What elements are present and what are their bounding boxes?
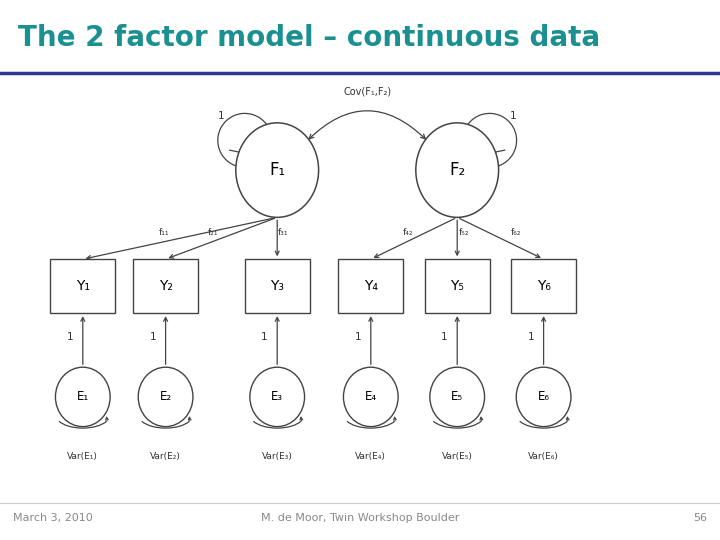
Text: f₁₁: f₁₁ [159,228,169,238]
Text: 1: 1 [261,333,268,342]
Text: Y₁: Y₁ [76,279,90,293]
Bar [338,259,403,313]
Ellipse shape [250,367,305,427]
Bar [425,259,490,313]
Text: The 2 factor model – continuous data: The 2 factor model – continuous data [18,24,600,52]
Text: E₃: E₃ [271,390,283,403]
Text: Y₂: Y₂ [158,279,173,293]
Text: E₅: E₅ [451,390,463,403]
Text: E₂: E₂ [160,390,171,403]
Text: Var(E₃): Var(E₃) [262,452,292,461]
Text: 1: 1 [441,333,448,342]
Bar [50,259,115,313]
Text: f₄₂: f₄₂ [403,228,413,238]
Text: f₅₂: f₅₂ [459,228,469,238]
Text: f₆₂: f₆₂ [511,228,521,238]
Bar [133,259,198,313]
Ellipse shape [138,367,193,427]
Ellipse shape [235,123,318,217]
Text: f₂₁: f₂₁ [207,228,218,238]
Bar [0,0,720,73]
Text: Var(E₄): Var(E₄) [356,452,386,461]
Text: 1: 1 [527,333,534,342]
Text: Var(E₆): Var(E₆) [528,452,559,461]
Ellipse shape [343,367,398,427]
FancyArrowPatch shape [309,111,426,139]
Text: Y₅: Y₅ [450,279,464,293]
Text: E₆: E₆ [538,390,549,403]
Text: M. de Moor, Twin Workshop Boulder: M. de Moor, Twin Workshop Boulder [261,514,459,523]
Text: f₃₁: f₃₁ [278,228,288,238]
Text: 1: 1 [217,111,225,121]
Ellipse shape [416,123,498,217]
Bar [511,259,576,313]
Ellipse shape [55,367,110,427]
Text: Y₃: Y₃ [270,279,284,293]
Text: 1: 1 [354,333,361,342]
Ellipse shape [430,367,485,427]
Text: F₁: F₁ [269,161,285,179]
Text: 1: 1 [510,111,517,121]
Text: E₄: E₄ [365,390,377,403]
Ellipse shape [516,367,571,427]
Text: E₁: E₁ [76,390,89,403]
Text: 56: 56 [693,514,707,523]
Text: Y₆: Y₆ [536,279,551,293]
Bar [245,259,310,313]
Text: 1: 1 [149,333,156,342]
Text: Var(E₁): Var(E₁) [68,452,98,461]
Text: Y₄: Y₄ [364,279,378,293]
Text: Var(E₂): Var(E₂) [150,452,181,461]
Text: 1: 1 [66,333,73,342]
Text: Cov(F₁,F₂): Cov(F₁,F₂) [343,87,391,97]
Text: March 3, 2010: March 3, 2010 [13,514,93,523]
Text: F₂: F₂ [449,161,465,179]
Text: Var(E₅): Var(E₅) [442,452,472,461]
